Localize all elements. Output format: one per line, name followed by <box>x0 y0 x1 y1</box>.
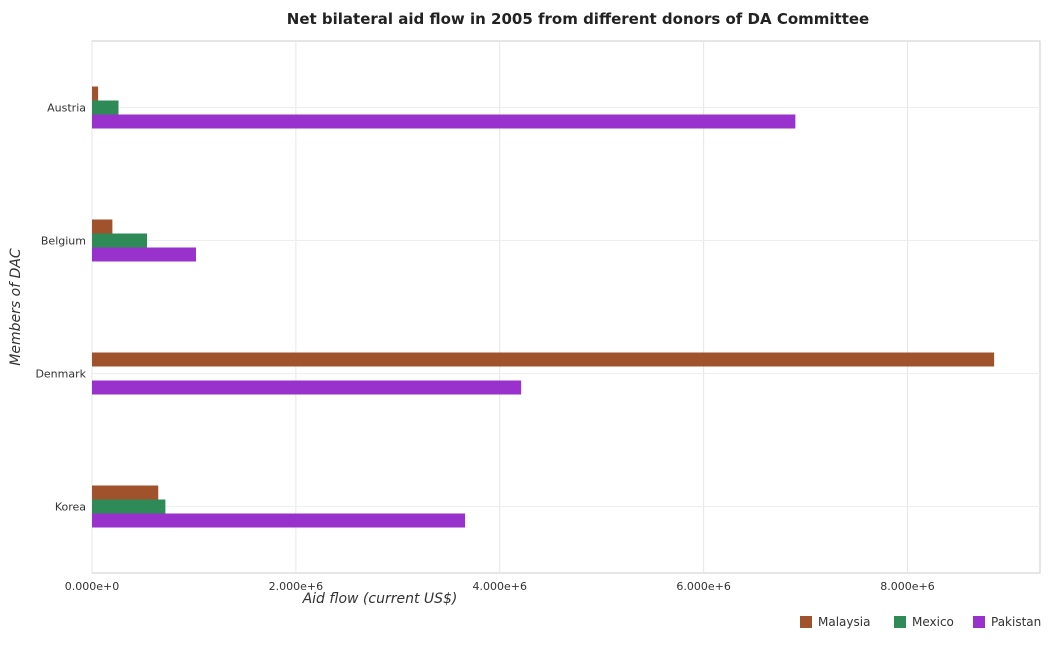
legend-label-mexico: Mexico <box>912 615 954 629</box>
x-tick-label-4: 8.000e+6 <box>880 580 934 593</box>
grid-lines <box>91 41 1040 573</box>
legend-label-pakistan: Pakistan <box>991 615 1041 629</box>
bar-pakistan-denmark <box>92 380 522 395</box>
y-tick-label-korea: Korea <box>55 501 86 514</box>
bar-mexico-korea <box>92 499 166 514</box>
x-tick-label-2: 4.000e+6 <box>472 580 526 593</box>
x-tick-label-0: 0.000e+0 <box>65 580 119 593</box>
x-tick-label-1: 2.000e+6 <box>269 580 323 593</box>
x-tick-label-3: 6.000e+6 <box>676 580 730 593</box>
bar-mexico-belgium <box>92 233 148 248</box>
legend-swatch-malaysia <box>800 616 812 628</box>
y-axis-label: Members of DAC <box>8 248 24 366</box>
bar-pakistan-austria <box>92 114 796 129</box>
bar-pakistan-belgium <box>92 247 196 262</box>
bar-malaysia-denmark <box>92 352 995 367</box>
y-tick-label-denmark: Denmark <box>35 368 86 381</box>
bar-pakistan-korea <box>92 513 466 528</box>
x-tick-labels: 0.000e+0 2.000e+6 4.000e+6 6.000e+6 8.000e+6 <box>65 580 935 593</box>
y-tick-labels: Austria Belgium Denmark Korea <box>35 102 86 514</box>
chart-title: Net bilateral aid flow in 2005 from diff… <box>287 10 869 28</box>
legend-label-malaysia: Malaysia <box>818 615 870 629</box>
bar-malaysia-belgium <box>92 219 113 234</box>
legend-swatch-pakistan <box>973 616 985 628</box>
y-tick-label-austria: Austria <box>47 102 86 115</box>
x-axis-label: Aid flow (current US$) <box>302 591 458 607</box>
legend: Malaysia Mexico Pakistan <box>800 615 1041 629</box>
bar-malaysia-austria <box>92 86 99 101</box>
bar-malaysia-korea <box>92 485 159 500</box>
legend-swatch-mexico <box>894 616 906 628</box>
bars-group <box>92 86 995 528</box>
bar-mexico-austria <box>92 100 119 115</box>
y-tick-label-belgium: Belgium <box>41 235 86 248</box>
plot-area <box>91 40 1041 574</box>
